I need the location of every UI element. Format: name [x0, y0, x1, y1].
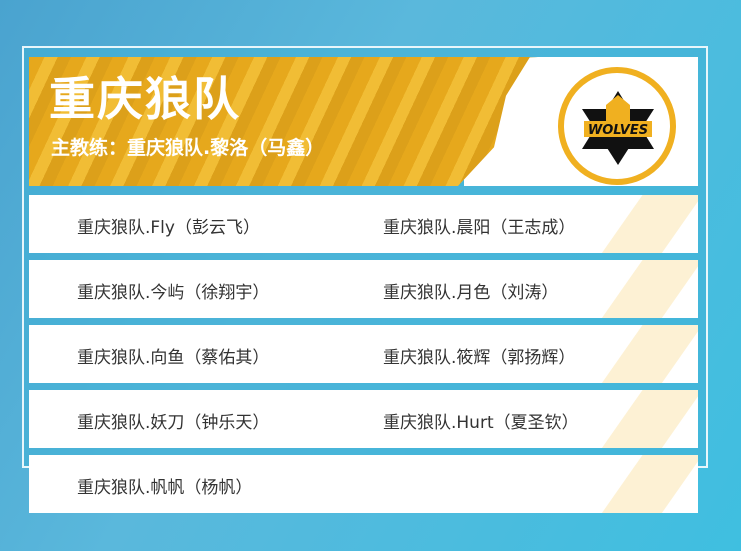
team-name: 重庆狼队	[49, 72, 241, 126]
svg-text:WOLVES: WOLVES	[588, 123, 648, 138]
player-name: 重庆狼队.妖刀（钟乐天）	[77, 413, 270, 433]
player-row: 重庆狼队.今屿（徐翔宇） 重庆狼队.月色（刘涛）	[29, 260, 698, 318]
player-name: 重庆狼队.筱辉（郭扬辉）	[383, 348, 576, 368]
player-name: 重庆狼队.Hurt（夏圣钦）	[383, 413, 579, 433]
wolves-logo-icon: WOLVES	[582, 91, 654, 165]
head-coach: 主教练：重庆狼队.黎洛（马鑫）	[51, 137, 325, 159]
player-name: 重庆狼队.晨阳（王志成）	[383, 218, 576, 238]
player-name: 重庆狼队.向鱼（蔡佑其）	[77, 348, 270, 368]
player-row: 重庆狼队.Fly（彭云飞） 重庆狼队.晨阳（王志成）	[29, 195, 698, 253]
player-row: 重庆狼队.向鱼（蔡佑其） 重庆狼队.筱辉（郭扬辉）	[29, 325, 698, 383]
player-name: 重庆狼队.帆帆（杨帆）	[77, 478, 253, 498]
player-name: 重庆狼队.月色（刘涛）	[383, 283, 559, 303]
player-name: 重庆狼队.Fly（彭云飞）	[77, 218, 260, 238]
player-row: 重庆狼队.妖刀（钟乐天） 重庆狼队.Hurt（夏圣钦）	[29, 390, 698, 448]
player-row: 重庆狼队.帆帆（杨帆）	[29, 455, 698, 513]
team-header: 重庆狼队 主教练：重庆狼队.黎洛（马鑫） WOLVES	[29, 57, 698, 186]
player-name: 重庆狼队.今屿（徐翔宇）	[77, 283, 270, 303]
team-logo: WOLVES	[558, 67, 676, 185]
